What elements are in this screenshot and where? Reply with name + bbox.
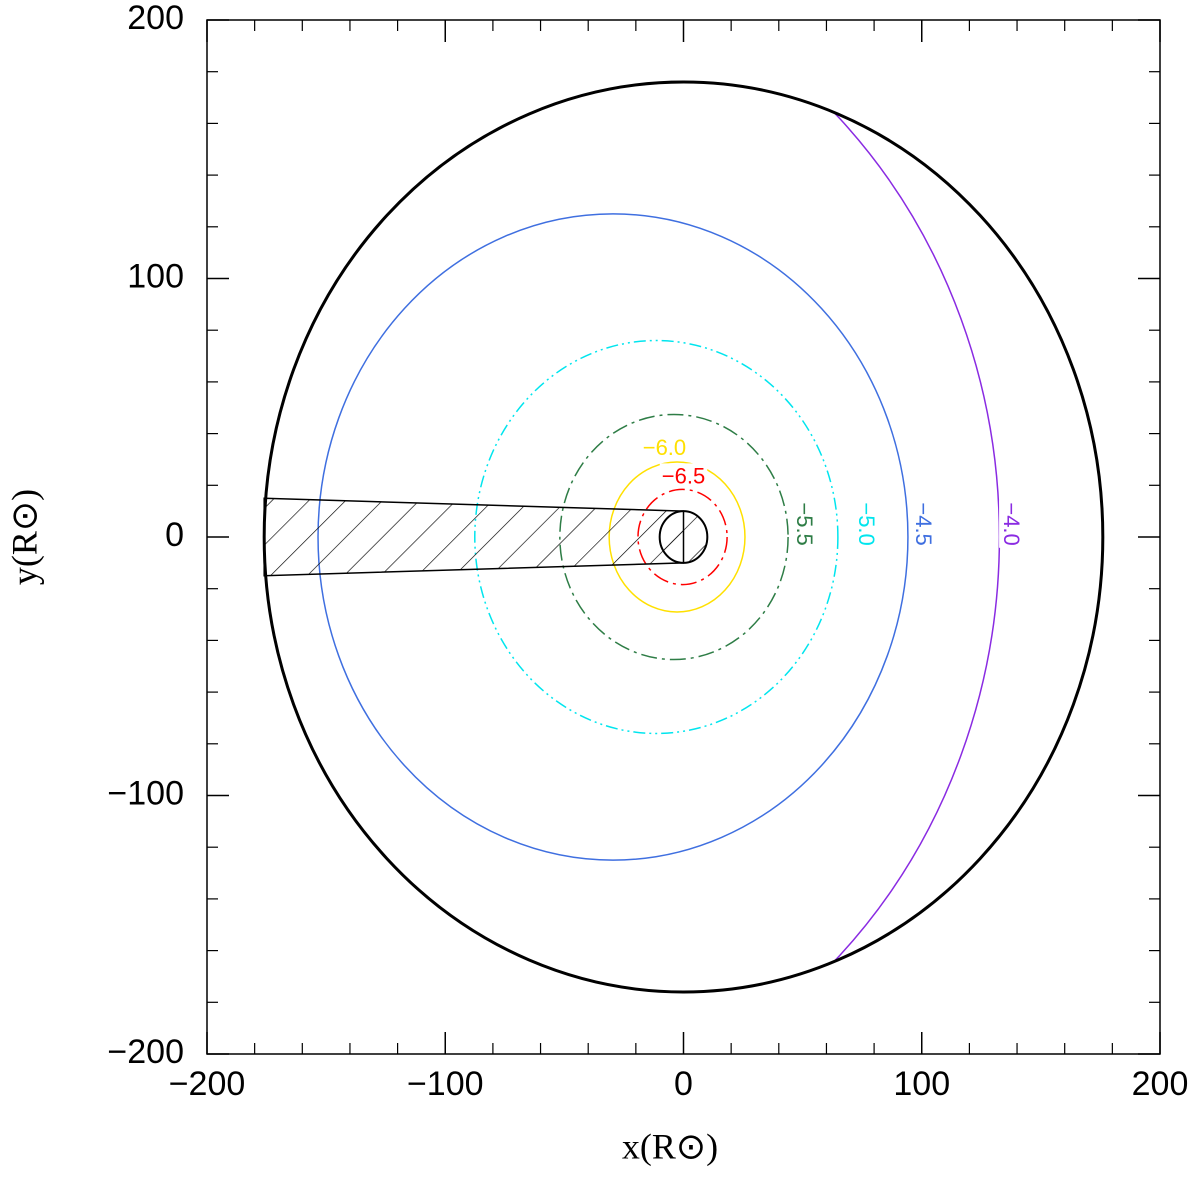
contour-label-bg xyxy=(910,500,936,548)
contour-label: −5.5 xyxy=(792,502,817,545)
y-tick-label: −200 xyxy=(107,1033,184,1071)
boundary xyxy=(262,80,1105,994)
contour-label: −6.0 xyxy=(643,435,686,460)
contour-label: −4.5 xyxy=(911,502,936,545)
contour-label-bg xyxy=(791,500,817,548)
x-tick-label: 0 xyxy=(674,1065,693,1103)
x-tick-label: 100 xyxy=(893,1065,950,1103)
contour-label-bg xyxy=(659,463,708,489)
contour-label: −5.0 xyxy=(854,502,879,545)
x-tick-label: −100 xyxy=(407,1065,484,1103)
x-tick-label: 200 xyxy=(1132,1065,1189,1103)
contour-label-bg xyxy=(853,500,879,548)
y-tick-label: −100 xyxy=(107,774,184,812)
core-circle xyxy=(658,510,709,564)
contour-label: −4.0 xyxy=(999,502,1024,545)
y-tick-label: 0 xyxy=(165,516,184,554)
x-tick-label: −200 xyxy=(169,1065,246,1103)
contour-label: −6.5 xyxy=(662,463,705,488)
contour-line xyxy=(637,488,728,586)
y-tick-label: 200 xyxy=(127,0,184,37)
y-tick-label: 100 xyxy=(127,257,184,295)
x-axis-label: x(R⊙) xyxy=(622,1126,718,1166)
y-axis-label: y(R⊙) xyxy=(4,489,44,585)
contour-label-bg xyxy=(999,500,1025,548)
contour-label-bg xyxy=(640,434,689,460)
shaded-region xyxy=(263,497,685,577)
